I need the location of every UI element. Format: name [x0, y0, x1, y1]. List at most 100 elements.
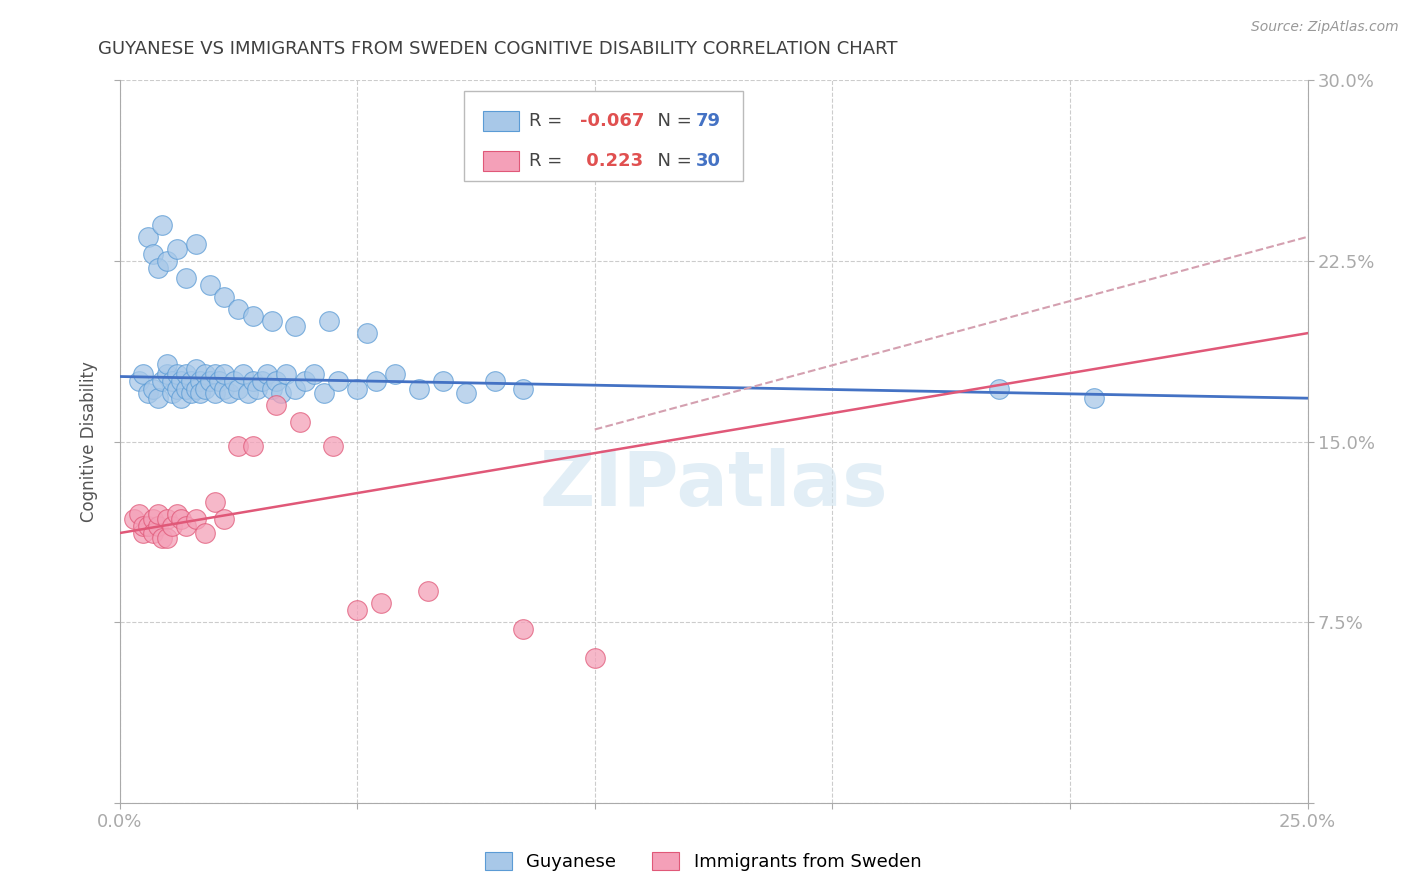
Point: [146, 391, 169, 405]
Point: [294, 375, 316, 389]
Point: [228, 302, 250, 317]
Point: [702, 150, 725, 164]
Point: [284, 382, 307, 396]
Point: [266, 398, 288, 412]
FancyBboxPatch shape: [464, 91, 744, 181]
Point: [184, 511, 207, 525]
Text: -0.067: -0.067: [581, 112, 645, 130]
Point: [132, 367, 155, 381]
Text: N =: N =: [645, 112, 697, 130]
Point: [204, 367, 226, 381]
Point: [198, 278, 221, 293]
Point: [236, 386, 259, 401]
Point: [246, 382, 269, 396]
Point: [456, 386, 478, 401]
Point: [170, 511, 193, 525]
Point: [346, 382, 368, 396]
Point: [166, 382, 188, 396]
Point: [156, 253, 179, 268]
Point: [188, 375, 211, 389]
Point: [128, 507, 150, 521]
Point: [583, 651, 606, 665]
Point: [232, 367, 254, 381]
Point: [208, 375, 231, 389]
Point: [408, 382, 430, 396]
Point: [180, 386, 202, 401]
Point: [304, 367, 326, 381]
Point: [266, 375, 288, 389]
Point: [132, 519, 155, 533]
Point: [194, 526, 217, 541]
Point: [146, 519, 169, 533]
Point: [212, 290, 235, 304]
Point: [512, 382, 534, 396]
Point: [188, 386, 211, 401]
FancyBboxPatch shape: [484, 151, 519, 171]
Point: [184, 382, 207, 396]
Point: [242, 310, 264, 324]
Point: [174, 367, 197, 381]
Point: [142, 382, 165, 396]
Point: [136, 519, 159, 533]
Point: [122, 511, 145, 525]
Point: [194, 382, 217, 396]
Point: [346, 603, 368, 617]
Point: [312, 386, 335, 401]
Point: [256, 367, 278, 381]
Point: [212, 511, 235, 525]
Point: [356, 326, 378, 341]
Point: [260, 314, 283, 328]
Point: [170, 391, 193, 405]
Point: [156, 367, 179, 381]
Y-axis label: Cognitive Disability: Cognitive Disability: [80, 361, 98, 522]
Point: [142, 526, 165, 541]
Point: [136, 230, 159, 244]
Point: [242, 439, 264, 453]
Point: [160, 375, 183, 389]
Text: 30: 30: [696, 153, 721, 170]
Point: [322, 439, 344, 453]
Point: [270, 386, 292, 401]
Point: [174, 519, 197, 533]
Point: [198, 375, 221, 389]
Point: [150, 531, 173, 545]
Point: [160, 519, 183, 533]
Point: [174, 382, 197, 396]
Point: [484, 375, 506, 389]
Point: [156, 511, 179, 525]
Point: [166, 242, 188, 256]
Point: [142, 511, 165, 525]
Point: [146, 507, 169, 521]
Point: [384, 367, 406, 381]
Point: [194, 367, 217, 381]
Point: [166, 367, 188, 381]
Point: [242, 375, 264, 389]
Legend: Guyanese, Immigrants from Sweden: Guyanese, Immigrants from Sweden: [478, 845, 928, 879]
Point: [160, 386, 183, 401]
Point: [128, 375, 150, 389]
Point: [184, 362, 207, 376]
Text: 0.223: 0.223: [581, 153, 644, 170]
Point: [180, 375, 202, 389]
Point: [250, 375, 273, 389]
Point: [228, 439, 250, 453]
Point: [222, 375, 245, 389]
Text: R =: R =: [530, 112, 568, 130]
Point: [228, 382, 250, 396]
Text: N =: N =: [645, 153, 697, 170]
Point: [326, 375, 349, 389]
Point: [146, 261, 169, 276]
Point: [184, 237, 207, 252]
Point: [132, 526, 155, 541]
Text: R =: R =: [530, 153, 568, 170]
Point: [204, 494, 226, 508]
Point: [174, 270, 197, 285]
Point: [150, 218, 173, 232]
Point: [156, 531, 179, 545]
Point: [288, 415, 311, 429]
Point: [260, 382, 283, 396]
Point: [432, 375, 454, 389]
Point: [418, 583, 440, 598]
Point: [274, 367, 297, 381]
Point: [156, 358, 179, 372]
